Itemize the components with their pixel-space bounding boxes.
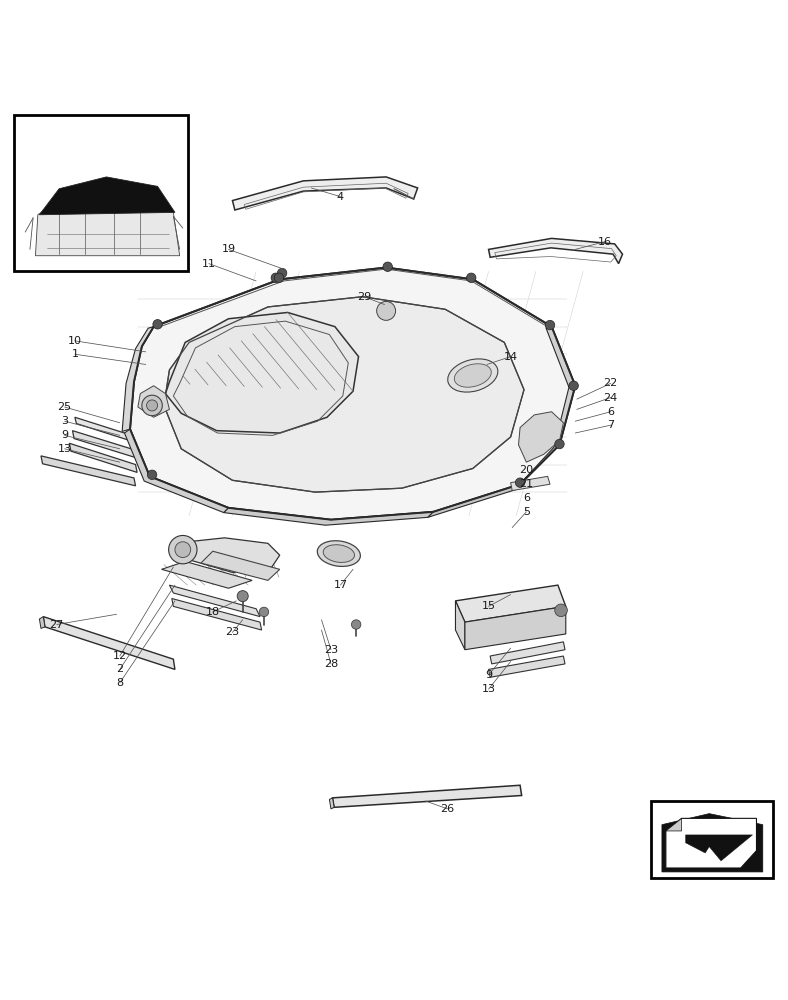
Text: 5: 5 <box>523 507 530 517</box>
Polygon shape <box>164 297 524 492</box>
Polygon shape <box>232 177 418 210</box>
Polygon shape <box>333 785 522 807</box>
Text: 12: 12 <box>113 651 127 661</box>
Text: 15: 15 <box>481 601 496 611</box>
Text: 21: 21 <box>519 479 533 489</box>
Text: 18: 18 <box>206 607 220 617</box>
Text: 27: 27 <box>50 620 64 630</box>
Polygon shape <box>165 312 359 433</box>
Text: 3: 3 <box>61 416 68 426</box>
Polygon shape <box>138 386 169 417</box>
Text: 29: 29 <box>357 292 371 302</box>
Circle shape <box>147 400 158 411</box>
Polygon shape <box>666 818 682 831</box>
Circle shape <box>169 535 197 564</box>
Text: 25: 25 <box>58 402 72 412</box>
Polygon shape <box>515 327 575 490</box>
Polygon shape <box>465 606 566 650</box>
Polygon shape <box>173 538 280 572</box>
Polygon shape <box>490 642 565 664</box>
Polygon shape <box>122 327 154 431</box>
Text: 8: 8 <box>116 678 124 688</box>
Polygon shape <box>489 238 623 264</box>
Text: 22: 22 <box>604 378 618 388</box>
Polygon shape <box>75 417 143 445</box>
Polygon shape <box>662 814 763 872</box>
Circle shape <box>383 262 392 271</box>
Circle shape <box>147 470 157 480</box>
Polygon shape <box>428 484 520 517</box>
Polygon shape <box>41 456 136 486</box>
Bar <box>651 801 773 878</box>
Ellipse shape <box>318 541 360 566</box>
Text: 23: 23 <box>324 645 338 655</box>
Circle shape <box>545 320 555 330</box>
Text: 2: 2 <box>116 664 124 674</box>
Polygon shape <box>125 429 229 513</box>
Text: 1: 1 <box>72 349 78 359</box>
Polygon shape <box>455 601 465 650</box>
Text: 4: 4 <box>336 192 344 202</box>
Polygon shape <box>39 617 45 628</box>
Polygon shape <box>489 656 565 677</box>
Ellipse shape <box>448 359 498 392</box>
Text: 19: 19 <box>221 244 236 254</box>
Ellipse shape <box>455 364 491 387</box>
Text: 14: 14 <box>504 352 518 362</box>
Circle shape <box>274 273 284 283</box>
Circle shape <box>515 478 525 487</box>
Circle shape <box>555 439 564 449</box>
Bar <box>14 115 188 271</box>
Circle shape <box>466 273 476 283</box>
Text: 17: 17 <box>333 580 348 590</box>
Polygon shape <box>329 798 334 809</box>
Polygon shape <box>72 431 140 459</box>
Polygon shape <box>224 508 433 525</box>
Polygon shape <box>666 818 756 868</box>
Circle shape <box>555 604 567 617</box>
Polygon shape <box>172 598 262 630</box>
Text: 28: 28 <box>324 659 338 669</box>
Text: 6: 6 <box>523 493 530 503</box>
Text: 26: 26 <box>440 804 455 814</box>
Polygon shape <box>69 443 137 472</box>
Text: 13: 13 <box>481 684 496 694</box>
Circle shape <box>351 620 361 629</box>
Text: 7: 7 <box>607 420 615 430</box>
Circle shape <box>142 395 162 416</box>
Polygon shape <box>519 412 563 462</box>
Polygon shape <box>201 551 280 580</box>
Text: 16: 16 <box>598 237 612 247</box>
Circle shape <box>259 607 269 617</box>
Polygon shape <box>169 585 260 617</box>
Text: 11: 11 <box>202 259 216 269</box>
Polygon shape <box>511 476 550 491</box>
Polygon shape <box>39 177 175 215</box>
Text: 23: 23 <box>225 627 240 637</box>
Polygon shape <box>162 561 252 588</box>
Circle shape <box>377 301 396 320</box>
Text: 6: 6 <box>608 407 614 417</box>
Text: 13: 13 <box>58 444 72 454</box>
Polygon shape <box>130 268 575 520</box>
Polygon shape <box>35 199 180 256</box>
Text: 9: 9 <box>61 430 69 440</box>
Text: 9: 9 <box>485 670 492 680</box>
Polygon shape <box>455 585 566 622</box>
Ellipse shape <box>323 545 355 562</box>
Circle shape <box>569 381 578 390</box>
Circle shape <box>175 542 191 558</box>
Text: 10: 10 <box>68 336 82 346</box>
Text: 20: 20 <box>519 465 533 475</box>
Circle shape <box>271 273 281 283</box>
Polygon shape <box>686 835 753 861</box>
Text: 24: 24 <box>604 393 618 403</box>
Circle shape <box>153 320 162 329</box>
Circle shape <box>277 268 287 278</box>
Circle shape <box>237 591 248 602</box>
Polygon shape <box>43 617 175 669</box>
